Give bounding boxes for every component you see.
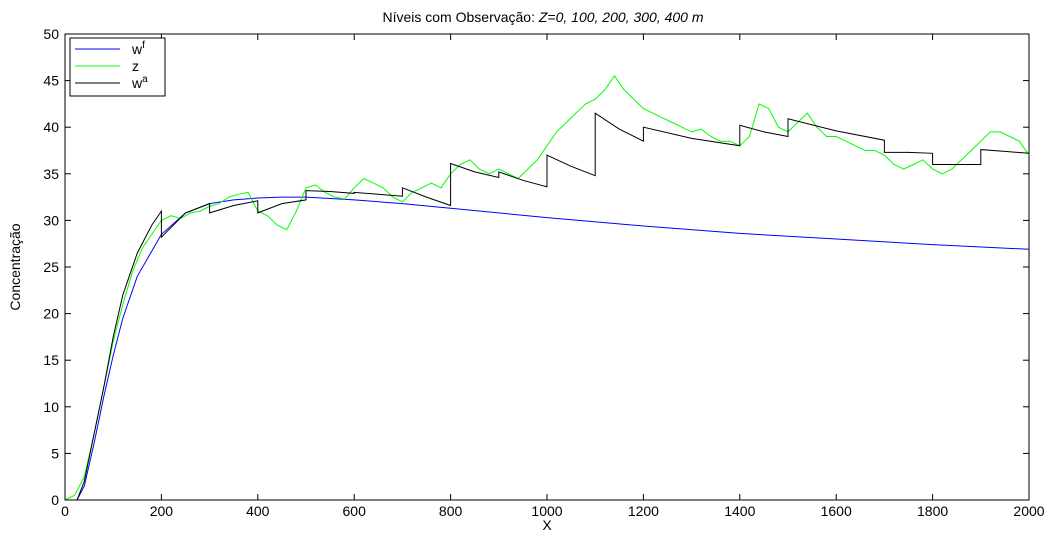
y-tick-label: 35 xyxy=(43,166,59,182)
x-tick-label: 600 xyxy=(343,503,367,519)
legend-label-1: z xyxy=(132,58,139,74)
legend-label-sup: a xyxy=(142,74,148,85)
y-tick-label: 25 xyxy=(43,259,59,275)
y-tick-label: 45 xyxy=(43,73,59,89)
series-line-2 xyxy=(65,112,1030,501)
y-tick-label: 40 xyxy=(43,119,59,135)
x-tick-label: 800 xyxy=(439,503,463,519)
series-layer xyxy=(64,75,1030,501)
x-tick-label: 2000 xyxy=(1013,503,1044,519)
x-axis: 0 200 400 600 800 1000 1200 1400 1600 1800 2000 xyxy=(61,34,1045,519)
series-line-1 xyxy=(64,75,1030,501)
y-tick-label: 0 xyxy=(51,492,59,508)
legend-label-name: w xyxy=(131,75,143,91)
x-tick-label: 1400 xyxy=(724,503,755,519)
y-tick-label: 50 xyxy=(43,26,59,42)
legend-box xyxy=(69,37,166,97)
x-axis-label: X xyxy=(542,517,552,533)
y-tick-label: 15 xyxy=(43,352,59,368)
legend-label-sup: f xyxy=(142,40,145,51)
plot-area xyxy=(64,33,1030,501)
series-line-0 xyxy=(65,196,1030,501)
chart-title: Níveis com Observação: Z=0, 100, 200, 30… xyxy=(382,9,703,25)
x-tick-label: 1200 xyxy=(628,503,659,519)
x-tick-label: 1000 xyxy=(531,503,562,519)
y-axis: 0 5 10 15 20 25 30 35 40 45 50 xyxy=(43,26,1029,508)
x-tick-label: 0 xyxy=(61,503,69,519)
x-tick-label: 1800 xyxy=(917,503,948,519)
legend-label-0: wf xyxy=(131,40,145,57)
chart-title-italic: Z=0, 100, 200, 300, 400 m xyxy=(538,9,704,25)
y-tick-label: 10 xyxy=(43,399,59,415)
legend-label-name: z xyxy=(132,58,139,74)
y-axis-label: Concentração xyxy=(7,223,23,310)
chart-title-main: Níveis com Observação: xyxy=(382,9,538,25)
x-tick-label: 200 xyxy=(150,503,174,519)
legend-label-2: wa xyxy=(131,74,148,91)
x-tick-label: 400 xyxy=(246,503,270,519)
y-tick-label: 5 xyxy=(51,445,59,461)
y-tick-label: 30 xyxy=(43,212,59,228)
legend-label-name: w xyxy=(131,41,143,57)
x-tick-label: 1600 xyxy=(821,503,852,519)
y-tick-label: 20 xyxy=(43,306,59,322)
